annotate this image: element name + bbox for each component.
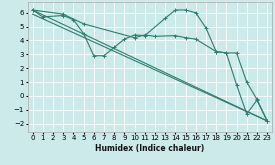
- X-axis label: Humidex (Indice chaleur): Humidex (Indice chaleur): [95, 144, 205, 153]
